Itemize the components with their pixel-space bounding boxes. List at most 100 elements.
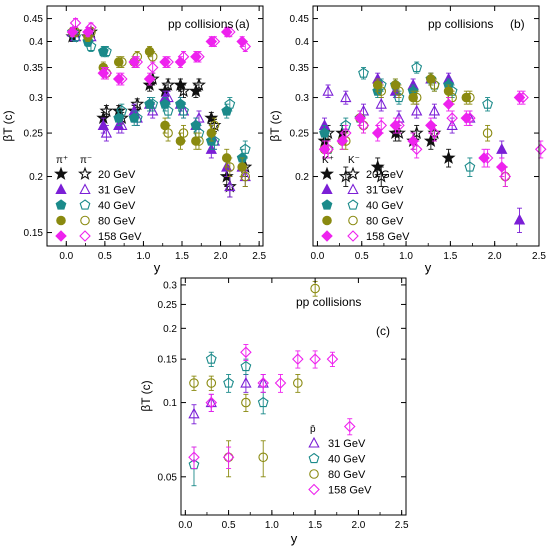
data-point [375,119,388,132]
data-point [97,119,109,130]
data-point [357,119,370,132]
data-point [407,135,419,147]
legend-marker [79,183,91,195]
legend-marker [308,452,320,464]
data-point [340,91,352,103]
data-point [319,127,330,138]
legend-marker [80,215,90,226]
data-point [190,119,202,131]
panel-b-legend: K⁺ K⁻ 20 GeV 31 GeV 40 GeV 80 GeV 158 GeV [320,155,410,243]
data-point [204,110,219,125]
data-point [224,180,236,192]
data-point [161,77,176,91]
y-tick-label: 0.45 [24,14,44,25]
data-point [69,17,82,29]
data-point [393,119,405,132]
data-point [257,377,269,389]
data-point [143,73,156,85]
legend-header: p̄ [310,424,316,435]
data-point [343,420,356,433]
data-point [209,120,220,131]
panel-b-label: (b) [510,17,525,31]
data-point [163,128,173,138]
y-tick-label: 0.2 [163,324,177,335]
data-point [206,378,217,388]
legend-label: 80 GeV [98,216,136,228]
data-point [409,125,424,139]
panel-b-annotation: pp collisions [428,17,493,31]
x-tick-label: 2.5 [395,520,409,531]
data-point [239,143,251,154]
data-point [147,104,159,116]
data-point [223,377,234,388]
data-point [375,97,387,109]
data-point [240,360,252,372]
panel-c-legend: p̄ 31 GeV 40 GeV 80 GeV 158 GeV [308,424,372,497]
legend-marker [79,230,91,242]
data-point [162,56,174,68]
data-point [225,162,235,172]
data-point [188,407,200,419]
legend-marker [54,166,68,180]
data-point [309,353,321,365]
data-point [257,396,269,408]
data-point [354,112,366,124]
data-point [100,126,113,138]
legend-label: 158 GeV [366,231,410,243]
data-point [99,103,114,117]
data-point [358,67,369,78]
data-point [517,91,529,104]
panel-a-legend: π⁺ π⁻ 20 GeV 31 GeV 40 GeV 80 GeV 158 GeV [54,155,142,243]
panel-b: 0.0 0.5 1.0 1.5 2.0 2.50.20.250.30.350.40.45 … [268,5,547,275]
data-point [162,105,174,116]
panel-a-axes: 0.0 0.5 1.0 1.5 2.0 2.5 0.15 0.2 0.25 0.3 0.35 0.4 0… [24,6,267,262]
x-tick-label: 2.0 [488,251,502,262]
y-tick-label: 0.4 [295,37,309,48]
data-point [224,26,236,38]
data-point [326,353,339,365]
data-point [100,45,112,57]
x-tick-label: 2.0 [214,251,228,262]
data-point [428,104,441,116]
y-tick-label: 0.25 [24,129,44,140]
panel-c-data-marks [188,280,356,487]
x-tick-label: 1.0 [136,251,150,262]
data-point [189,378,199,388]
panel-b-data-marks [317,61,547,234]
data-point [116,73,128,85]
panel-b-plot-frame [312,5,540,247]
legend-label: 80 GeV [366,216,404,228]
data-point [224,98,236,109]
data-point [191,77,206,91]
y-tick-label: 0.3 [29,93,43,104]
data-point [495,161,508,173]
data-point [208,35,221,48]
data-point [425,119,437,132]
data-point [411,61,423,73]
y-tick-label: 0.3 [295,93,309,104]
legend-marker [321,183,333,195]
data-point [146,61,159,74]
data-point [258,452,269,463]
legend-marker [309,469,319,479]
data-point [293,378,303,388]
y-tick-label: 0.1 [163,398,177,409]
data-point [534,143,547,156]
legend-label: 40 GeV [328,454,366,466]
legend-marker [78,166,92,180]
data-point [446,119,458,130]
data-point [423,133,438,147]
panel-c-xlabel: y [291,531,298,546]
data-point [513,213,526,225]
x-tick-label: 2.0 [351,520,365,531]
panel-c-axes: 0.0 0.5 1.0 1.5 2.0 2.5 0.05 0.1 0.15 0.2 0.25 0.3 [158,278,409,531]
panel-c: 0.0 0.5 1.0 1.5 2.0 2.50.050.10.150.20.250.3 … [139,277,409,546]
panel-b-xlabel: y [425,260,432,275]
data-point [429,80,440,90]
y-tick-label: 0.2 [295,172,309,183]
x-tick-label: 1.5 [308,520,322,531]
x-tick-label: 0.5 [222,520,236,531]
data-point [239,40,252,53]
data-point [496,143,508,154]
